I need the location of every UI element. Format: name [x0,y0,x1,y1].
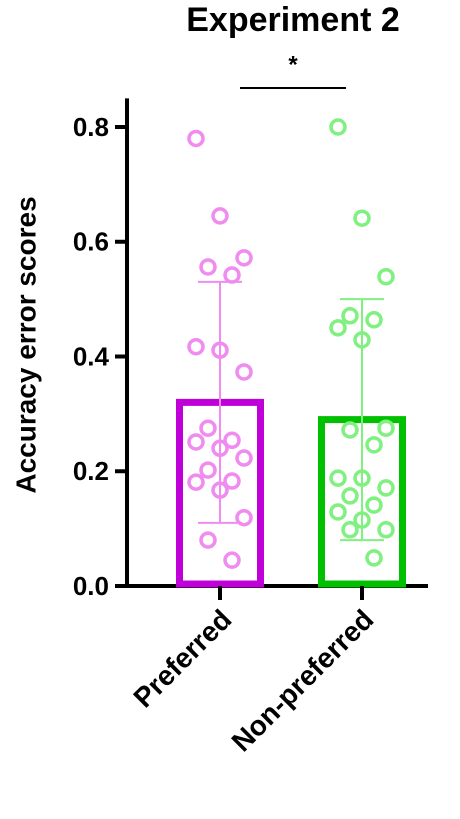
data-point [223,431,241,450]
data-point [187,473,205,491]
data-point [341,487,359,505]
data-point [329,503,347,521]
data-point [341,521,359,539]
data-point [377,521,395,539]
data-point [377,267,395,286]
data-point [223,472,241,490]
data-point [377,419,395,437]
data-point [377,479,395,497]
data-point [353,209,371,227]
y-tick-label: 0.0 [73,571,109,601]
y-tick-label: 0.6 [73,227,109,257]
data-point [211,207,229,225]
data-point [223,551,241,569]
data-point [187,337,205,356]
y-tick-label: 0.8 [73,112,109,142]
data-point [365,436,383,454]
data-point [365,549,383,567]
x-tick-label: Preferred [128,604,238,714]
data-point [341,307,359,325]
data-point [235,508,253,527]
data-point [235,363,253,381]
data-point [187,129,205,148]
y-axis-label: Accuracy error scores [10,196,41,493]
y-tick-label: 0.4 [73,341,110,371]
data-point [329,118,347,136]
data-point [329,319,347,337]
significance-label: * [288,51,298,78]
y-tick-label: 0.2 [73,456,109,486]
data-point [223,266,241,284]
data-point [199,258,217,276]
data-point [199,461,217,479]
chart-title: Experiment 2 [186,1,400,39]
data-point [187,433,205,451]
data-point [199,419,217,437]
data-point [329,469,347,487]
data-point [199,531,217,549]
data-point [365,496,383,514]
data-point [235,249,253,267]
data-point [235,449,253,467]
x-tick-label: Non-preferred [226,604,380,758]
data-point [365,311,383,329]
data-point [341,421,359,439]
